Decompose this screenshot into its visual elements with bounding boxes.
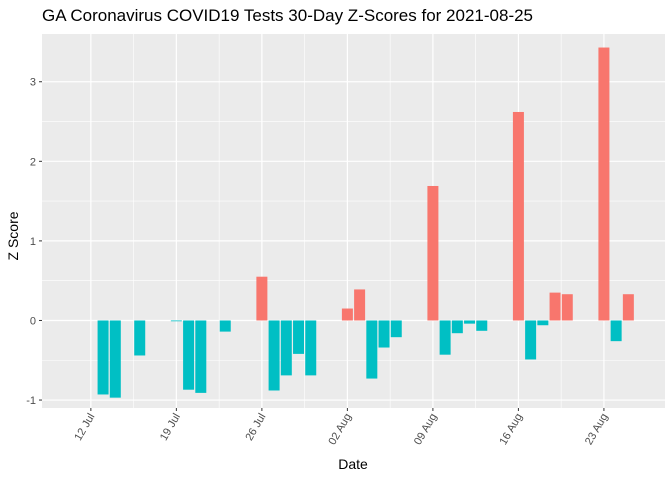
bar bbox=[256, 276, 268, 321]
bar bbox=[561, 294, 573, 321]
bar bbox=[390, 320, 402, 338]
bar bbox=[305, 320, 317, 376]
bar bbox=[512, 111, 524, 321]
x-axis: 12 Jul 19 Jul 26 Jul 02 Aug 09 Aug 16 Aug 23 A… bbox=[72, 408, 611, 448]
bar bbox=[170, 320, 182, 322]
x-tick-label: 19 Jul bbox=[158, 412, 183, 443]
bar bbox=[549, 292, 561, 321]
bar bbox=[268, 320, 280, 391]
x-tick-label: 23 Aug bbox=[583, 412, 611, 448]
bar bbox=[195, 320, 207, 393]
x-axis-title: Date bbox=[338, 456, 368, 472]
x-tick-label: 02 Aug bbox=[326, 412, 354, 448]
y-tick-label: -1 bbox=[26, 395, 36, 407]
bar bbox=[378, 320, 390, 348]
y-axis-title: Z Score bbox=[5, 211, 21, 260]
y-tick-label: 3 bbox=[30, 77, 36, 89]
bar bbox=[366, 320, 378, 379]
bar bbox=[134, 320, 146, 356]
bar bbox=[427, 185, 439, 321]
bar bbox=[537, 320, 549, 326]
x-tick-label: 12 Jul bbox=[72, 412, 97, 443]
y-tick-label: 1 bbox=[30, 236, 36, 248]
bar bbox=[622, 294, 634, 321]
x-tick-label: 26 Jul bbox=[243, 412, 268, 443]
bar bbox=[183, 320, 195, 390]
bar bbox=[610, 320, 622, 342]
bar bbox=[293, 320, 305, 354]
bars bbox=[97, 47, 634, 398]
y-tick-label: 2 bbox=[30, 156, 36, 168]
bar bbox=[280, 320, 292, 376]
bar bbox=[354, 289, 366, 321]
bar bbox=[97, 320, 109, 395]
bar bbox=[476, 320, 488, 331]
y-tick-label: 0 bbox=[30, 315, 36, 327]
y-axis: -1 0 1 2 3 bbox=[26, 77, 42, 407]
bar bbox=[525, 320, 537, 360]
bar bbox=[341, 308, 353, 321]
bar bbox=[439, 320, 451, 355]
bar bbox=[451, 320, 463, 334]
bar bbox=[219, 320, 231, 332]
chart-title: GA Coronavirus COVID19 Tests 30-Day Z-Sc… bbox=[42, 6, 533, 25]
bar bbox=[464, 320, 476, 324]
x-tick-label: 16 Aug bbox=[497, 412, 525, 448]
bar bbox=[598, 47, 610, 321]
x-tick-label: 09 Aug bbox=[412, 412, 440, 448]
bar bbox=[109, 320, 121, 398]
